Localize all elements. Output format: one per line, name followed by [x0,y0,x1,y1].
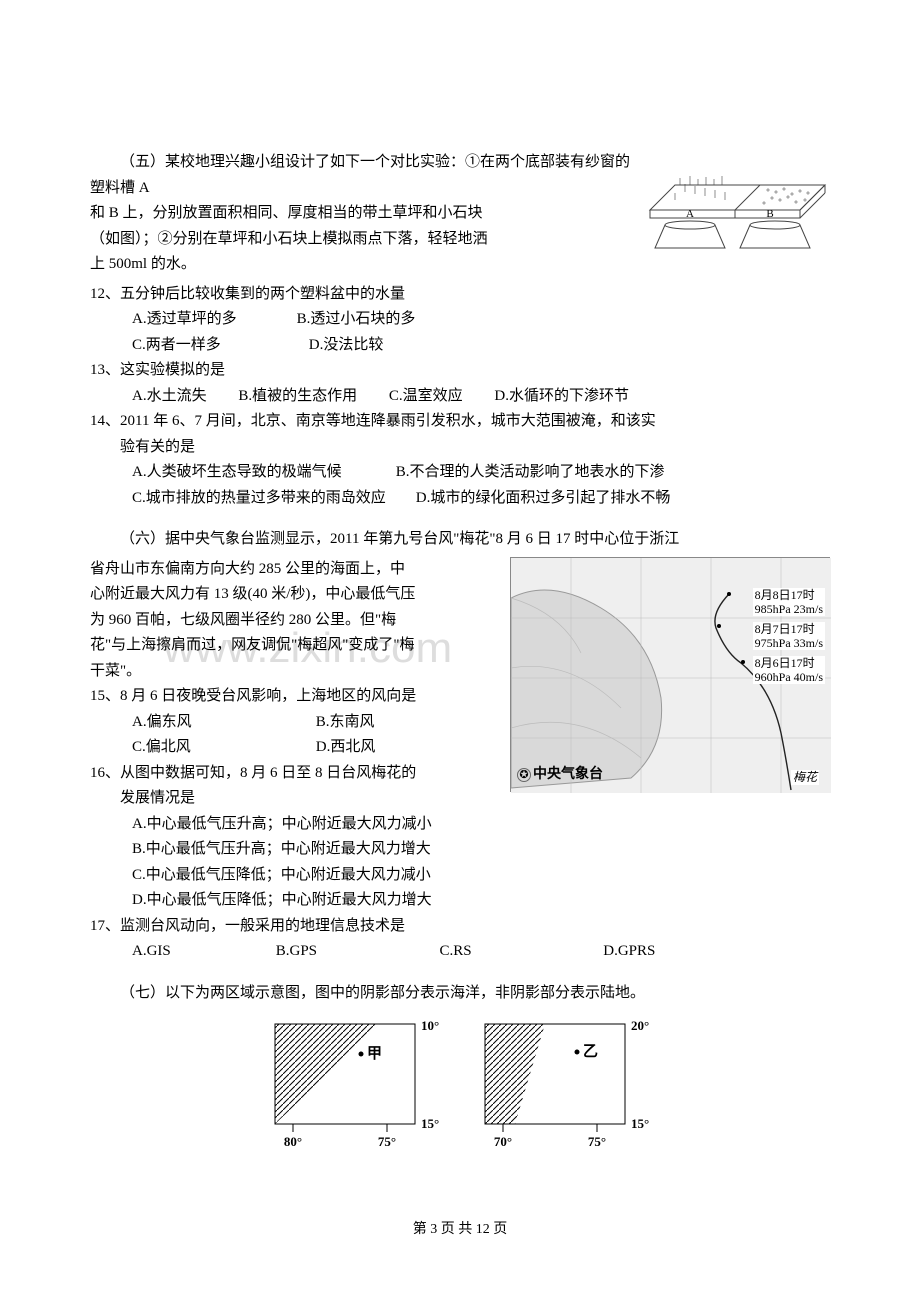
option-a: A.水土流失 [132,388,207,404]
option-b: B.植被的生态作用 [238,388,357,404]
text-line: 中央气象台 [533,767,603,782]
option-d: D.GPRS [603,943,655,959]
option-c: C.偏北风 [132,735,312,761]
question-stem: 14、2011 年 6、7 月间，北京、南京等地连降暴雨引发积水，城市大范围被淹… [90,409,830,435]
options-row: A.人类破坏生态导致的极端气候 B.不合理的人类活动影响了地表水的下渗 [132,460,830,486]
question-stem: 17、监测台风动向，一般采用的地理信息技术是 [90,914,830,940]
question-stem: 13、这实验模拟的是 [90,358,830,384]
svg-text:20°: 20° [631,1018,649,1033]
region-right-icon: 20° 15° 70° 75° 乙 [475,1014,655,1154]
q12: 12、五分钟后比较收集到的两个塑料盆中的水量 A.透过草坪的多 B.透过小石块的… [90,282,830,359]
svg-text:80°: 80° [284,1134,302,1149]
option-c: C.两者一样多 [132,333,221,359]
text-line: 8月8日17时 [755,588,823,602]
option-a: A.GIS [132,939,272,965]
section-5: A B （五）某校地理兴趣小组设计了如下一个对比实验：①在两个底部装有纱窗的塑料… [90,150,830,511]
svg-text:75°: 75° [588,1134,606,1149]
svg-text:15°: 15° [421,1116,439,1131]
option-b: B.透过小石块的多 [297,307,416,333]
options-row: A.水土流失 B.植被的生态作用 C.温室效应 D.水循环的下渗环节 [132,384,830,410]
typhoon-map: 8月8日17时 985hPa 23m/s 8月7日17时 975hPa 33m/… [510,557,830,792]
map-source: ✪中央气象台 [517,763,603,787]
q13: 13、这实验模拟的是 A.水土流失 B.植被的生态作用 C.温室效应 D.水循环… [90,358,830,409]
map-source-icon: ✪ [517,768,531,782]
option-c: C.温室效应 [389,388,463,404]
option-b: B.GPS [276,939,436,965]
svg-text:10°: 10° [421,1018,439,1033]
page-content: A B （五）某校地理兴趣小组设计了如下一个对比实验：①在两个底部装有纱窗的塑料… [90,150,830,1164]
option-c: C.城市排放的热量过多带来的雨岛效应 [132,486,412,512]
question-stem: 验有关的是 [120,435,830,461]
map-label-1: 8月8日17时 985hPa 23m/s [753,588,825,617]
text-line: 985hPa 23m/s [755,602,823,616]
text-line: （七）以下为两区域示意图，图中的阴影部分表示海洋，非阴影部分表示陆地。 [90,981,830,1007]
option-d: D.中心最低气压降低；中心附近最大风力增大 [132,888,830,914]
experiment-figure: A B [640,170,830,275]
option-c: C.RS [440,939,600,965]
q17: 17、监测台风动向，一般采用的地理信息技术是 A.GIS B.GPS C.RS … [90,914,830,965]
options-row: A.GIS B.GPS C.RS D.GPRS [132,939,830,965]
section-7: （七）以下为两区域示意图，图中的阴影部分表示海洋，非阴影部分表示陆地。 10° … [90,981,830,1164]
options-row: A.透过草坪的多 B.透过小石块的多 [132,307,830,333]
tray-b-label: B [766,208,773,220]
option-a: A.偏东风 [132,710,312,736]
map-label-2: 8月7日17时 975hPa 33m/s [753,622,825,651]
map-flower-label: 梅花 [791,770,819,784]
options-row: C.城市排放的热量过多带来的雨岛效应 D.城市的绿化面积过多引起了排水不畅 [132,486,830,512]
option-b: B.东南风 [316,714,375,730]
tray-diagram-icon: A B [640,170,830,265]
tray-a-label: A [686,208,694,220]
text-line: 8月6日17时 [755,656,823,670]
option-d: D.城市的绿化面积过多引起了排水不畅 [416,490,671,506]
text-line: （六）据中央气象台监测显示，2011 年第九号台风"梅花"8 月 6 日 17 … [90,527,830,553]
svg-text:甲: 甲 [367,1045,382,1062]
region-figures: 10° 15° 80° 75° 甲 [265,1014,655,1154]
option-c: C.中心最低气压降低；中心附近最大风力减小 [132,863,830,889]
text-line: 960hPa 40m/s [755,670,823,684]
section-6: （六）据中央气象台监测显示，2011 年第九号台风"梅花"8 月 6 日 17 … [90,527,830,965]
option-d: D.水循环的下渗环节 [494,388,629,404]
option-b: B.中心最低气压升高；中心附近最大风力增大 [132,837,830,863]
svg-text:乙: 乙 [583,1044,598,1060]
option-d: D.西北风 [316,739,376,755]
text-line: 8月7日17时 [755,622,823,636]
text-line: 975hPa 33m/s [755,636,823,650]
svg-text:70°: 70° [494,1134,512,1149]
option-d: D.没法比较 [309,333,384,359]
svg-text:15°: 15° [631,1116,649,1131]
options-row: C.两者一样多 D.没法比较 [132,333,830,359]
question-stem: 12、五分钟后比较收集到的两个塑料盆中的水量 [90,282,830,308]
option-a: A.人类破坏生态导致的极端气候 [132,460,392,486]
option-a: A.中心最低气压升高；中心附近最大风力减小 [132,812,830,838]
q14: 14、2011 年 6、7 月间，北京、南京等地连降暴雨引发积水，城市大范围被淹… [90,409,830,511]
svg-text:75°: 75° [378,1134,396,1149]
region-left-icon: 10° 15° 80° 75° 甲 [265,1014,445,1154]
option-a: A.透过草坪的多 [132,307,237,333]
map-label-3: 8月6日17时 960hPa 40m/s [753,656,825,685]
page-footer: 第 3 页 共 12 页 [0,1218,920,1242]
option-b: B.不合理的人类活动影响了地表水的下渗 [396,464,665,480]
